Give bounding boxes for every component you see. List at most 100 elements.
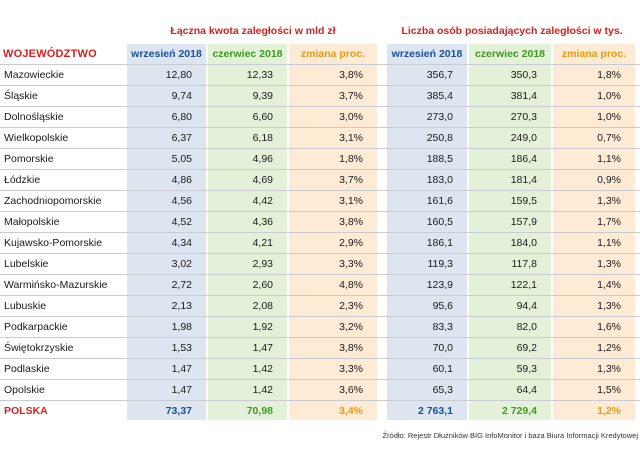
people-jun2018-cell: 94,4	[516, 300, 537, 312]
region-name: Podkarpackie	[4, 321, 68, 333]
region-name: Małopolskie	[4, 216, 60, 228]
people-change-cell: 1,1%	[597, 153, 621, 165]
people-jun2018-cell: 159,5	[510, 195, 537, 207]
table-row: Pomorskie 5,05 4,96 1,8% 188,5 186,4 1,1%	[0, 149, 640, 170]
people-jun2018-cell: 186,4	[510, 153, 537, 165]
people-sep2018-cell: 95,6	[432, 300, 453, 312]
row-divider	[0, 232, 640, 233]
region-name: Wielkopolskie	[4, 132, 69, 144]
debt-sep2018-cell: 1,47	[171, 384, 192, 396]
debt-sep2018-cell: 1,53	[171, 342, 192, 354]
people-change-cell: 1,0%	[597, 111, 621, 123]
region-name: Śląskie	[4, 90, 38, 102]
people-jun2018-cell: 381,4	[510, 90, 537, 102]
table-row: Zachodniopomorskie 4,56 4,42 3,1% 161,6 159,5…	[0, 191, 640, 212]
row-divider	[0, 400, 640, 401]
region-name: Dolnośląskie	[4, 111, 64, 123]
row-divider	[0, 190, 640, 191]
people-jun2018-cell: 2 729,4	[501, 405, 537, 417]
region-name: Zachodniopomorskie	[4, 195, 102, 207]
people-sep2018-cell: 161,6	[426, 195, 453, 207]
debt-sep2018-cell: 1,47	[171, 363, 192, 375]
people-sep2018-cell: 83,3	[432, 321, 453, 333]
people-jun2018-cell: 157,9	[510, 216, 537, 228]
row-divider	[0, 64, 640, 65]
people-jun2018-cell: 181,4	[510, 174, 537, 186]
people-jun2018-cell: 64,4	[516, 384, 537, 396]
row-divider	[0, 337, 640, 338]
table-row: Wielkopolskie 6,37 6,18 3,1% 250,8 249,0 0,7%	[0, 128, 640, 149]
debt-jun2018-cell: 70,98	[246, 405, 273, 417]
people-change-cell: 1,6%	[597, 321, 621, 333]
debt-change-header: zmiana proc.	[300, 48, 366, 60]
debt-sep2018-cell: 2,72	[171, 279, 192, 291]
debt-sep2018-cell: 6,80	[171, 111, 192, 123]
debt-jun2018-cell: 1,47	[252, 342, 273, 354]
region-name: Lubuskie	[4, 300, 47, 312]
debt-change-cell: 3,7%	[339, 90, 363, 102]
row-divider	[0, 148, 640, 149]
row-divider	[0, 358, 640, 359]
region-column-header: WOJEWÓDZTWO	[3, 48, 97, 60]
region-name: Łódzkie	[4, 174, 41, 186]
region-name: Świętokrzyskie	[4, 342, 74, 354]
debt-change-cell: 2,9%	[339, 237, 363, 249]
debt-sep2018-header: wrzesień 2018	[131, 48, 202, 60]
debt-change-cell: 4,8%	[339, 279, 363, 291]
table-row: Warmińsko-Mazurskie 2,72 2,60 4,8% 123,9 122,…	[0, 275, 640, 296]
debt-change-cell: 3,4%	[339, 405, 363, 417]
debt-jun2018-cell: 2,08	[252, 300, 273, 312]
region-name: Mazowieckie	[4, 69, 65, 81]
people-sep2018-cell: 2 763,1	[417, 405, 453, 417]
debt-change-cell: 3,0%	[339, 111, 363, 123]
debt-change-cell: 3,8%	[339, 342, 363, 354]
people-sep2018-cell: 385,4	[426, 90, 453, 102]
debt-change-cell: 3,8%	[339, 216, 363, 228]
region-name: Opolskie	[4, 384, 45, 396]
people-sep2018-cell: 250,8	[426, 132, 453, 144]
debt-change-cell: 3,7%	[339, 174, 363, 186]
region-name: Kujawsko-Pomorskie	[4, 237, 103, 249]
people-jun2018-cell: 249,0	[510, 132, 537, 144]
debt-jun2018-cell: 1,92	[252, 321, 273, 333]
debt-jun2018-cell: 4,69	[252, 174, 273, 186]
people-sep2018-cell: 188,5	[426, 153, 453, 165]
region-name: Pomorskie	[4, 153, 54, 165]
people-change-cell: 1,8%	[597, 69, 621, 81]
table-row: Dolnośląskie 6,80 6,60 3,0% 273,0 270,3 1,0%	[0, 107, 640, 128]
debt-jun2018-header: czerwiec 2018	[212, 48, 283, 60]
debt-change-cell: 3,3%	[339, 363, 363, 375]
source-note: Źródło: Rejestr Dłużników BIG InfoMonito…	[382, 431, 638, 440]
debt-jun2018-cell: 1,42	[252, 363, 273, 375]
debt-sep2018-cell: 1,98	[171, 321, 192, 333]
total-row: POLSKA 73,37 70,98 3,4% 2 763,1 2 729,4 1,2%	[0, 401, 640, 422]
row-divider	[0, 316, 640, 317]
debt-jun2018-cell: 4,42	[252, 195, 273, 207]
debt-change-cell: 3,3%	[339, 258, 363, 270]
people-sep2018-cell: 65,3	[432, 384, 453, 396]
region-name: Lubelskie	[4, 258, 49, 270]
table-row: Podkarpackie 1,98 1,92 3,2% 83,3 82,0 1,6%	[0, 317, 640, 338]
people-sep2018-cell: 60,1	[432, 363, 453, 375]
people-change-cell: 0,9%	[597, 174, 621, 186]
people-change-cell: 1,3%	[597, 300, 621, 312]
region-name: Warmińsko-Mazurskie	[4, 279, 108, 291]
debt-change-cell: 1,8%	[339, 153, 363, 165]
table-row: Lubuskie 2,13 2,08 2,3% 95,6 94,4 1,3%	[0, 296, 640, 317]
people-change-cell: 1,5%	[597, 384, 621, 396]
debt-group-title: Łączna kwota zaległości w mld zł	[170, 25, 336, 37]
people-sep2018-cell: 183,0	[426, 174, 453, 186]
people-sep2018-cell: 186,1	[426, 237, 453, 249]
debt-sep2018-cell: 4,52	[171, 216, 192, 228]
debt-jun2018-cell: 2,60	[252, 279, 273, 291]
debt-change-cell: 2,3%	[339, 300, 363, 312]
total-label: POLSKA	[4, 405, 48, 417]
people-change-cell: 0,7%	[597, 132, 621, 144]
table-row: Małopolskie 4,52 4,36 3,8% 160,5 157,9 1,7%	[0, 212, 640, 233]
people-sep2018-cell: 160,5	[426, 216, 453, 228]
people-change-header: zmiana proc.	[561, 48, 627, 60]
debt-jun2018-cell: 1,42	[252, 384, 273, 396]
debt-jun2018-cell: 6,18	[252, 132, 273, 144]
debt-change-cell: 3,1%	[339, 195, 363, 207]
debt-sep2018-cell: 9,74	[171, 90, 192, 102]
